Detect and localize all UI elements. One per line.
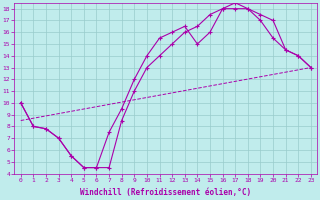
X-axis label: Windchill (Refroidissement éolien,°C): Windchill (Refroidissement éolien,°C) <box>80 188 252 197</box>
